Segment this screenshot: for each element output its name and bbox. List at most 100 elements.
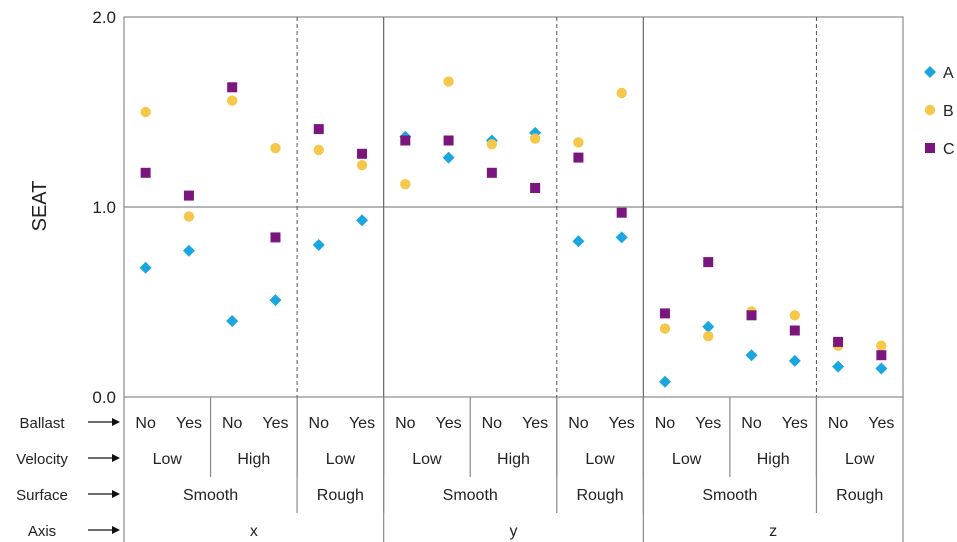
velocity-label: Low: [585, 451, 615, 468]
surface-label: Smooth: [702, 487, 757, 504]
velocity-label: High: [497, 451, 530, 468]
ballast-label: Yes: [609, 415, 635, 432]
point-series-b: [443, 76, 454, 87]
row-label-velocity: Velocity: [16, 451, 68, 468]
legend-marker-c: [925, 143, 935, 153]
arrow-head: [112, 418, 120, 426]
point-series-b: [789, 310, 801, 321]
ballast-label: Yes: [695, 415, 721, 432]
point-series-c: [140, 167, 151, 178]
ballast-label: No: [655, 415, 676, 432]
velocity-label: High: [757, 451, 790, 468]
arrow-head: [112, 526, 120, 534]
ballast-label: No: [135, 415, 156, 432]
point-series-b: [876, 340, 887, 351]
point-series-c: [183, 190, 194, 201]
point-series-c: [573, 152, 584, 163]
ballast-label: Yes: [868, 415, 894, 432]
point-series-a: [615, 231, 628, 244]
point-series-b: [573, 137, 584, 148]
velocity-label: Low: [412, 451, 442, 468]
velocity-label: Low: [672, 451, 702, 468]
point-series-b: [400, 179, 411, 190]
ballast-label: Yes: [349, 415, 375, 432]
ballast-label: No: [222, 415, 243, 432]
point-series-c: [313, 124, 324, 135]
row-label-axis: Axis: [28, 523, 56, 540]
point-series-c: [703, 257, 714, 268]
ballast-label: Yes: [522, 415, 548, 432]
point-series-c: [227, 82, 238, 93]
ballast-label: No: [568, 415, 589, 432]
ballast-label: No: [309, 415, 330, 432]
point-series-c: [357, 148, 368, 159]
data-markers: [139, 76, 888, 388]
ballast-label: No: [395, 415, 416, 432]
ballast-label: No: [482, 415, 503, 432]
row-label-ballast: Ballast: [19, 415, 65, 432]
point-series-a: [658, 375, 671, 388]
point-series-b: [313, 144, 324, 156]
point-series-c: [486, 167, 497, 178]
point-series-c: [400, 135, 411, 146]
legend: A B C: [924, 65, 955, 158]
point-series-a: [182, 244, 195, 257]
surface-label: Rough: [576, 487, 623, 504]
axis-label: x: [250, 523, 258, 540]
point-series-b: [616, 87, 627, 99]
legend-label-c: C: [943, 141, 955, 158]
point-series-b: [270, 142, 281, 154]
legend-label-a: A: [943, 65, 954, 82]
velocity-label: Low: [153, 451, 183, 468]
point-series-a: [832, 360, 845, 373]
ballast-label: No: [741, 415, 762, 432]
point-series-b: [659, 323, 671, 334]
point-series-c: [833, 336, 844, 347]
point-series-a: [572, 235, 585, 248]
category-header-table: Ballast Velocity Surface Axis No Yes No Yes No Ye…: [16, 397, 904, 542]
velocity-label: Low: [326, 451, 356, 468]
legend-marker-b: [924, 104, 936, 116]
y-tick-label: 1.0: [92, 198, 116, 217]
ballast-label: Yes: [176, 415, 202, 432]
point-series-b: [140, 106, 151, 118]
point-series-a: [312, 239, 325, 251]
point-series-a: [702, 320, 715, 333]
point-series-c: [270, 232, 281, 243]
y-tick-label: 0.0: [92, 388, 116, 407]
point-series-b: [486, 139, 498, 150]
arrow-head: [112, 490, 120, 498]
plot-area: 0.0 1.0 2.0: [92, 8, 904, 407]
point-series-a: [226, 315, 239, 327]
point-series-c: [616, 207, 627, 218]
surface-label: Smooth: [183, 487, 238, 504]
point-series-a: [788, 354, 801, 367]
point-series-c: [530, 183, 541, 193]
surface-label: Rough: [317, 487, 364, 504]
y-tick-label: 2.0: [92, 8, 116, 27]
point-series-b: [703, 331, 714, 342]
point-series-a: [356, 214, 369, 227]
axis-label: z: [769, 523, 777, 540]
ballast-label: No: [828, 415, 849, 432]
point-series-a: [139, 261, 152, 274]
velocity-label: High: [237, 451, 270, 468]
y-axis-label: SEAT: [29, 181, 51, 232]
point-series-c: [876, 350, 887, 361]
point-series-a: [745, 349, 758, 362]
point-series-c: [659, 308, 670, 319]
point-series-c: [443, 135, 454, 146]
surface-label: Smooth: [443, 487, 498, 504]
ballast-label: Yes: [262, 415, 288, 432]
point-series-b: [529, 133, 541, 144]
velocity-label: Low: [845, 451, 875, 468]
legend-marker-a: [924, 66, 936, 78]
arrow-head: [112, 454, 120, 462]
point-series-c: [746, 310, 757, 321]
ballast-label: Yes: [436, 415, 462, 432]
point-series-c: [789, 325, 800, 336]
point-series-a: [442, 151, 455, 164]
point-series-a: [875, 362, 888, 375]
legend-label-b: B: [943, 103, 954, 120]
